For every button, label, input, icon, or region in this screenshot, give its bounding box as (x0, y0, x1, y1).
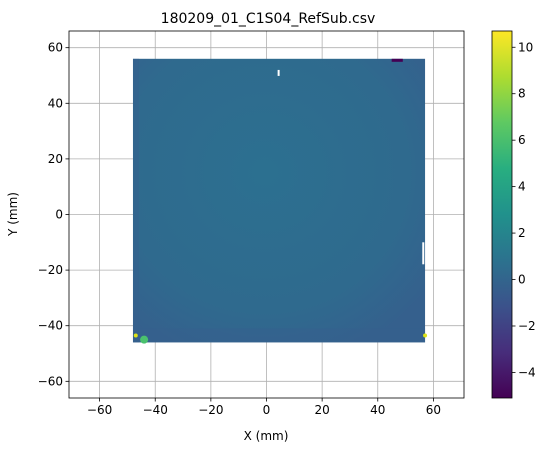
y-tick-label: −40 (38, 319, 63, 333)
colorbar-gradient (491, 30, 513, 399)
y-tick-label: 60 (48, 41, 63, 55)
colorbar-tick-label: 2 (518, 226, 526, 240)
y-tick-label: −60 (38, 374, 63, 388)
colorbar-tick-label: 8 (518, 87, 526, 101)
x-tick-label: −60 (87, 403, 112, 417)
colorbar-tick-label: 4 (518, 180, 526, 194)
surface-gap (277, 69, 280, 76)
y-tick-label: 20 (48, 152, 63, 166)
surface-region (132, 58, 426, 343)
x-axis: −60 −40 −20 0 20 40 60 (87, 398, 441, 417)
surface-hotspot-yellow-right (423, 333, 428, 338)
y-axis: −60 −40 −20 0 20 40 60 (38, 41, 69, 388)
x-tick-label: 0 (263, 403, 271, 417)
colorbar-tick-label: −2 (518, 319, 536, 333)
y-tick-label: 40 (48, 96, 63, 110)
colorbar-tick-label: 6 (518, 133, 526, 147)
x-tick-label: 20 (314, 403, 329, 417)
x-tick-label: 40 (370, 403, 385, 417)
surface-map (132, 58, 428, 344)
colorbar-tick-label: −4 (518, 365, 536, 379)
colorbar-tick-label: 0 (518, 273, 526, 287)
x-tick-label: −20 (198, 403, 223, 417)
chart-title: 180209_01_C1S04_RefSub.csv (161, 11, 376, 27)
colorbar-tick-label: 10 (518, 40, 533, 54)
x-tick-label: −40 (143, 403, 168, 417)
x-tick-label: 60 (426, 403, 441, 417)
surface-low-spot (391, 58, 403, 62)
y-axis-label: Y (mm) (6, 192, 20, 237)
surface-bottom-edge (132, 328, 426, 343)
colorbar: −4 −2 0 2 4 6 8 10 (491, 30, 536, 399)
surface-gap (422, 242, 425, 265)
x-axis-label: X (mm) (244, 429, 289, 443)
y-tick-label: 0 (55, 208, 63, 222)
surface-hotspot-green (140, 335, 149, 344)
surface-hotspot-yellow (133, 333, 138, 338)
colorbar-ticks: −4 −2 0 2 4 6 8 10 (512, 40, 536, 379)
y-tick-label: −20 (38, 263, 63, 277)
surface-left-edge (132, 58, 139, 343)
